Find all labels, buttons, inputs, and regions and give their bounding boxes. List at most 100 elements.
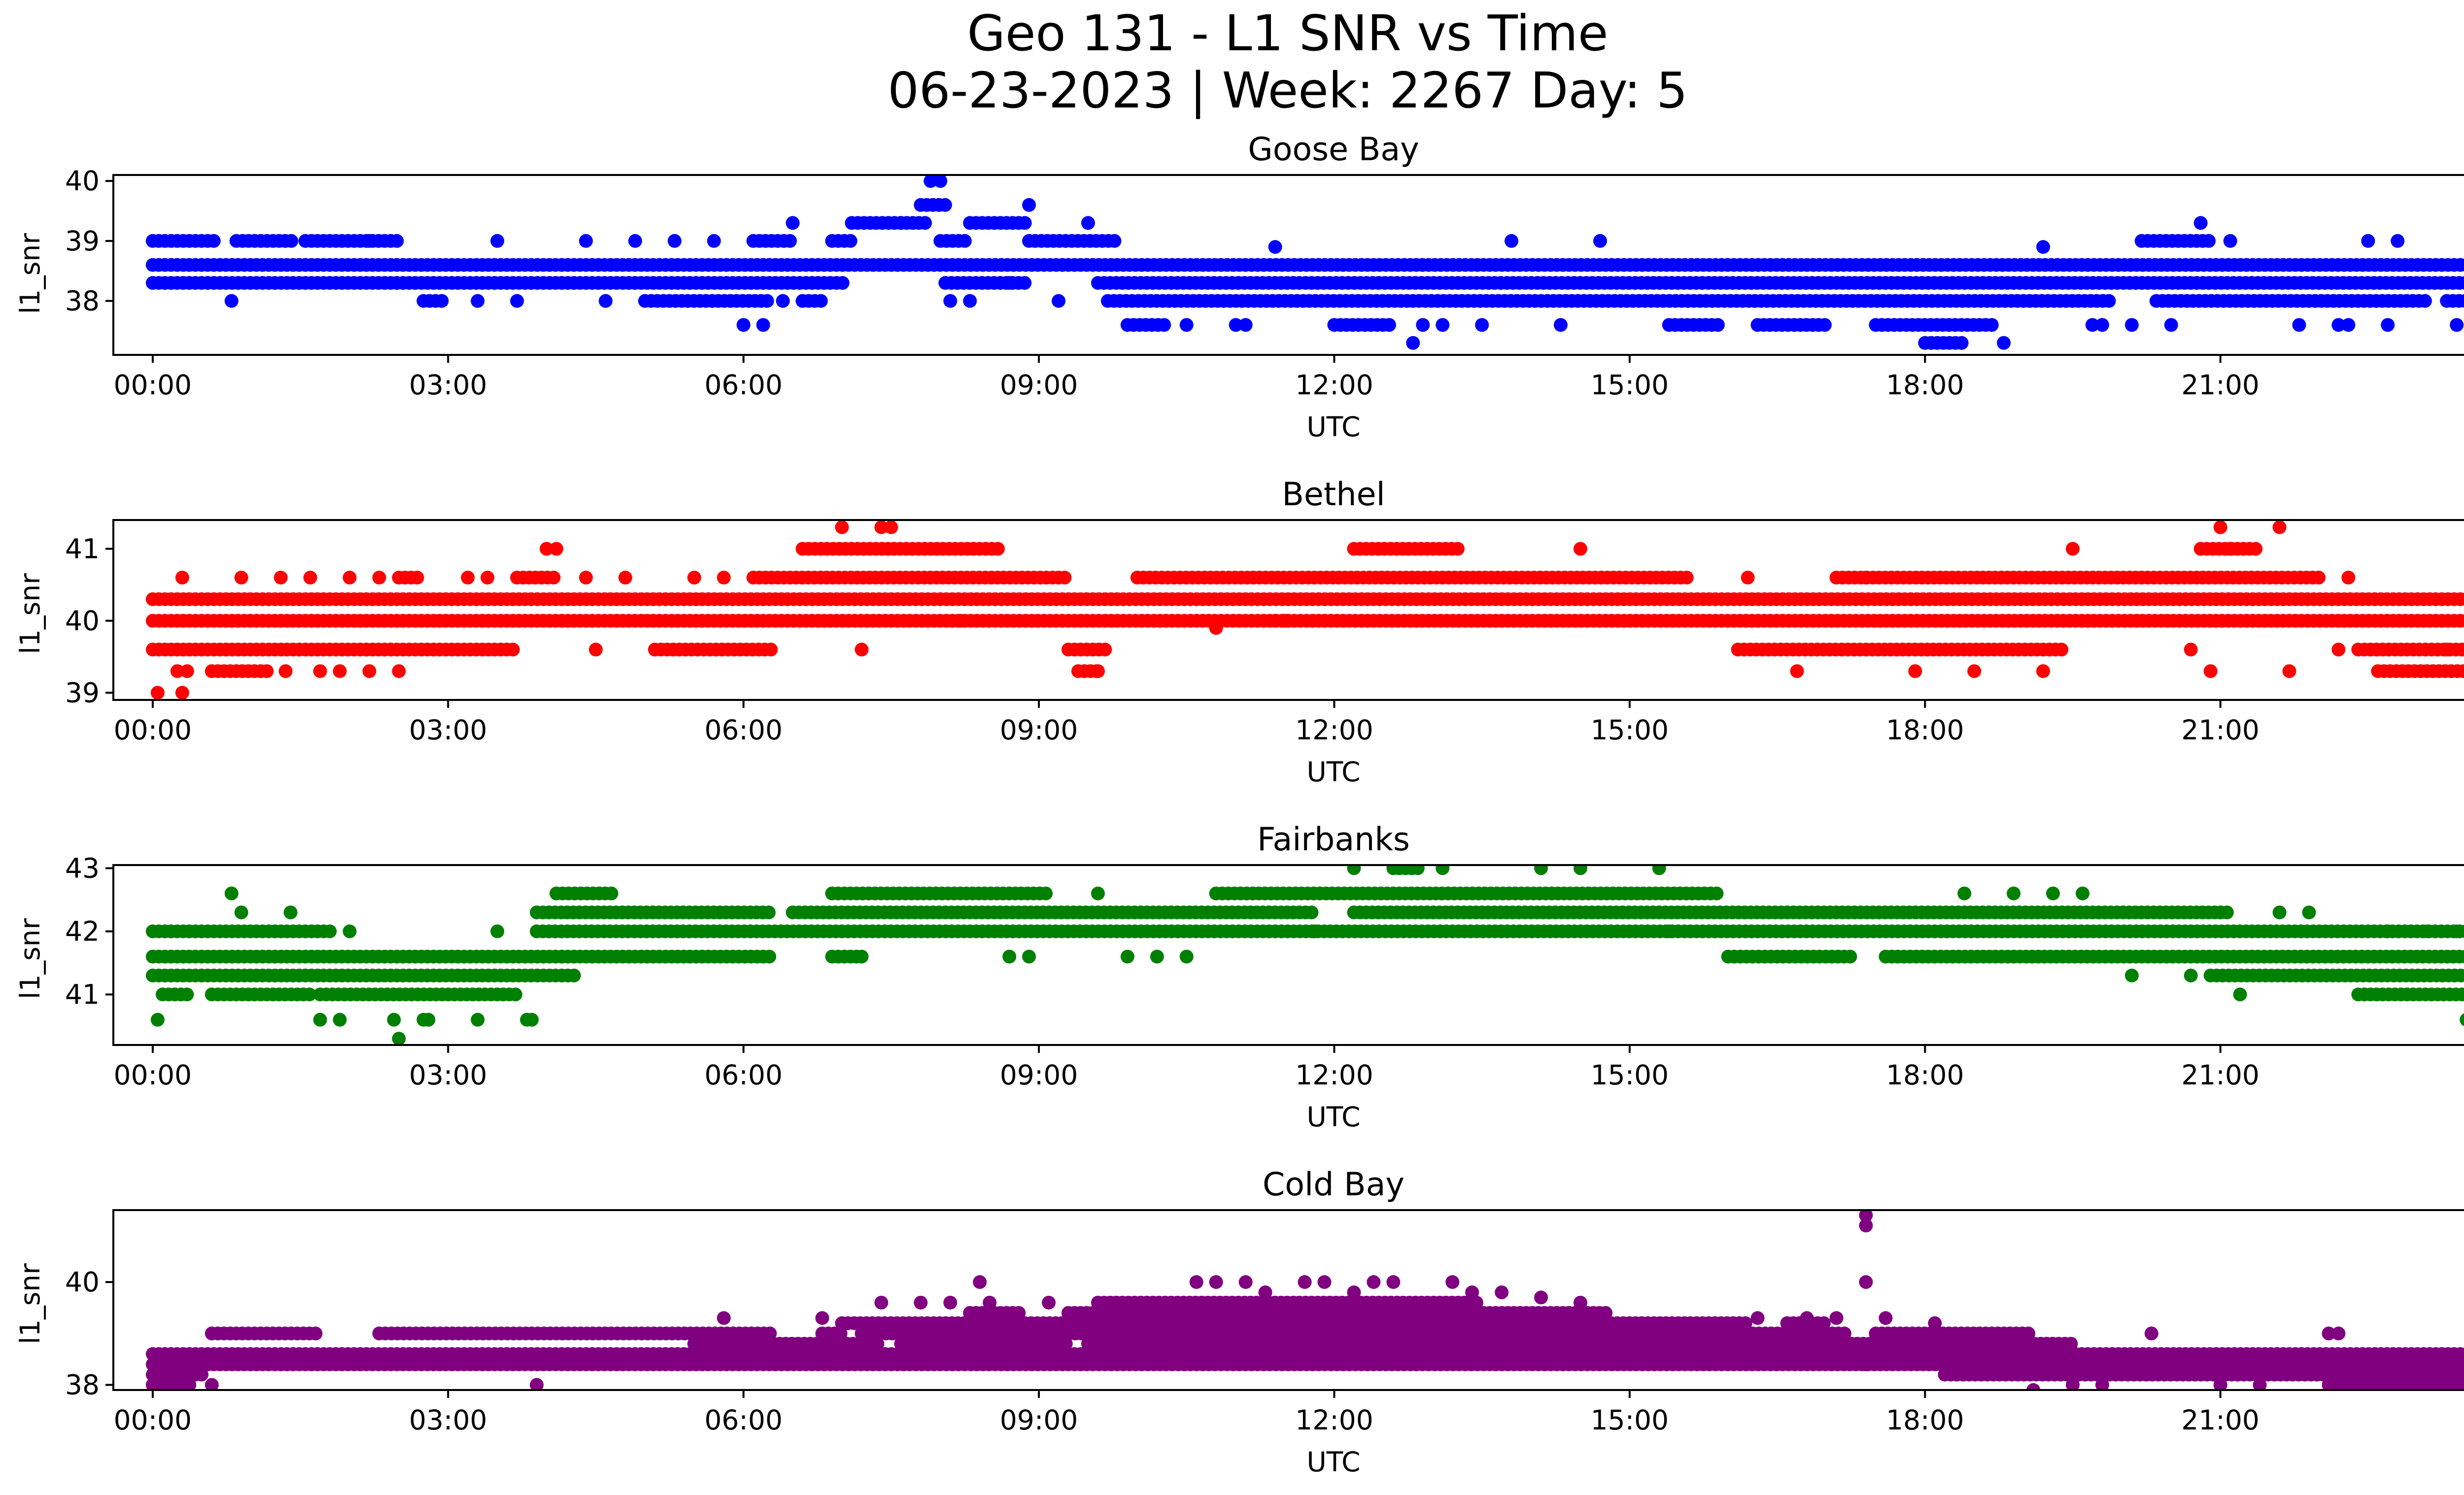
data-point bbox=[2102, 294, 2116, 308]
data-point bbox=[2272, 520, 2287, 534]
data-point bbox=[963, 294, 977, 308]
data-point bbox=[933, 175, 948, 188]
data-point bbox=[2450, 924, 2464, 939]
data-point bbox=[175, 570, 189, 585]
x-axis-label: UTC bbox=[1306, 1101, 1360, 1133]
subplot-title: Fairbanks bbox=[1257, 821, 1410, 858]
data-point bbox=[1022, 949, 1036, 964]
data-point bbox=[510, 294, 524, 308]
data-point bbox=[2455, 642, 2464, 657]
data-point bbox=[342, 924, 357, 939]
x-axis-label: UTC bbox=[1306, 1446, 1360, 1478]
data-point bbox=[761, 905, 776, 920]
data-point bbox=[410, 570, 424, 585]
data-point bbox=[589, 642, 603, 657]
data-point bbox=[224, 294, 239, 308]
data-point bbox=[1317, 614, 1332, 628]
data-point bbox=[2458, 276, 2464, 290]
x-tick-label: 09:00 bbox=[1000, 369, 1078, 401]
x-tick-label: 03:00 bbox=[409, 1059, 487, 1091]
data-point bbox=[2249, 542, 2263, 556]
data-point bbox=[1098, 642, 1112, 657]
data-point bbox=[1307, 924, 1322, 939]
data-point bbox=[1790, 664, 1804, 678]
data-point bbox=[2312, 570, 2326, 585]
data-point bbox=[2066, 542, 2080, 556]
data-point bbox=[2459, 950, 2464, 964]
plot-area: 00:00 03:00 06:00 09:00 12:00 15:00 18:00 21:00… bbox=[65, 1209, 2464, 1436]
data-point bbox=[525, 1012, 539, 1027]
data-point bbox=[814, 294, 828, 308]
data-point bbox=[362, 664, 376, 678]
data-point bbox=[1179, 318, 1194, 332]
data-point bbox=[1382, 318, 1396, 332]
subplot-goose-bay: Goose Bay UTC l1_snr 00:00 03:00 06:00 09:0… bbox=[14, 131, 2464, 443]
data-point bbox=[1593, 234, 1607, 248]
data-point bbox=[1150, 949, 1164, 964]
y-tick-label: 38 bbox=[65, 285, 100, 317]
data-point bbox=[2450, 318, 2464, 332]
scatter-points bbox=[145, 175, 2464, 350]
data-point bbox=[313, 664, 327, 678]
x-tick-label: 18:00 bbox=[1886, 714, 1964, 746]
data-point bbox=[1475, 318, 1489, 332]
x-tick-label: 15:00 bbox=[1591, 1059, 1669, 1091]
data-point bbox=[924, 175, 938, 188]
data-point bbox=[1451, 542, 1465, 556]
scatter-points bbox=[145, 520, 2464, 700]
subplot-fairbanks: Fairbanks UTC l1_snr 00:00 03:00 06:00 09:0… bbox=[14, 821, 2464, 1133]
x-tick-label: 12:00 bbox=[1295, 1059, 1373, 1091]
data-point bbox=[2420, 924, 2434, 939]
x-tick-label: 00:00 bbox=[114, 1059, 192, 1091]
data-point bbox=[1278, 614, 1292, 628]
data-point bbox=[2458, 294, 2464, 308]
data-point bbox=[1662, 924, 1676, 939]
y-tick-label: 40 bbox=[65, 165, 100, 197]
y-axis-label: l1_snr bbox=[14, 233, 46, 314]
data-point bbox=[918, 216, 932, 230]
data-point bbox=[1002, 949, 1017, 964]
data-point bbox=[284, 234, 299, 248]
data-point bbox=[2341, 570, 2356, 585]
plot-area: 00:00 03:00 06:00 09:00 12:00 15:00 18:00 21:00… bbox=[65, 519, 2464, 746]
data-point bbox=[1002, 276, 1017, 290]
data-point bbox=[1679, 570, 1694, 585]
x-tick-label: 00:00 bbox=[114, 714, 192, 746]
data-point bbox=[2213, 520, 2227, 534]
data-point bbox=[182, 1378, 197, 1390]
data-point bbox=[490, 924, 505, 939]
data-point bbox=[1268, 240, 1282, 254]
data-point bbox=[303, 987, 316, 1002]
data-point bbox=[599, 294, 613, 308]
data-point bbox=[1268, 614, 1282, 628]
data-point bbox=[1741, 570, 1755, 585]
x-tick-label: 03:00 bbox=[409, 369, 487, 401]
data-point bbox=[150, 686, 165, 700]
data-point bbox=[1107, 234, 1122, 248]
data-point bbox=[1229, 318, 1243, 332]
plot-area: 00:00 03:00 06:00 09:00 12:00 15:00 18:00 21:00… bbox=[65, 165, 2464, 401]
data-point bbox=[1416, 318, 1430, 332]
data-point bbox=[2007, 886, 2021, 901]
scatter-points bbox=[145, 865, 2464, 1045]
data-point bbox=[224, 886, 239, 901]
data-point bbox=[835, 276, 850, 290]
data-point bbox=[1908, 664, 1922, 678]
data-point bbox=[843, 234, 857, 248]
data-point bbox=[2455, 987, 2464, 1002]
data-point bbox=[1018, 276, 1032, 290]
x-tick-label: 06:00 bbox=[704, 1059, 783, 1091]
subplot-title: Bethel bbox=[1282, 476, 1385, 513]
x-tick-label: 21:00 bbox=[2181, 369, 2259, 401]
data-point bbox=[2292, 318, 2306, 332]
data-point bbox=[938, 198, 952, 212]
y-axis-label: l1_snr bbox=[14, 918, 46, 999]
data-point bbox=[435, 294, 449, 308]
data-point bbox=[2085, 318, 2099, 332]
data-point bbox=[783, 234, 797, 248]
data-point bbox=[2036, 240, 2050, 254]
data-point bbox=[2460, 1013, 2464, 1026]
data-point bbox=[628, 234, 642, 248]
data-point bbox=[2124, 318, 2139, 332]
data-point bbox=[274, 570, 288, 585]
